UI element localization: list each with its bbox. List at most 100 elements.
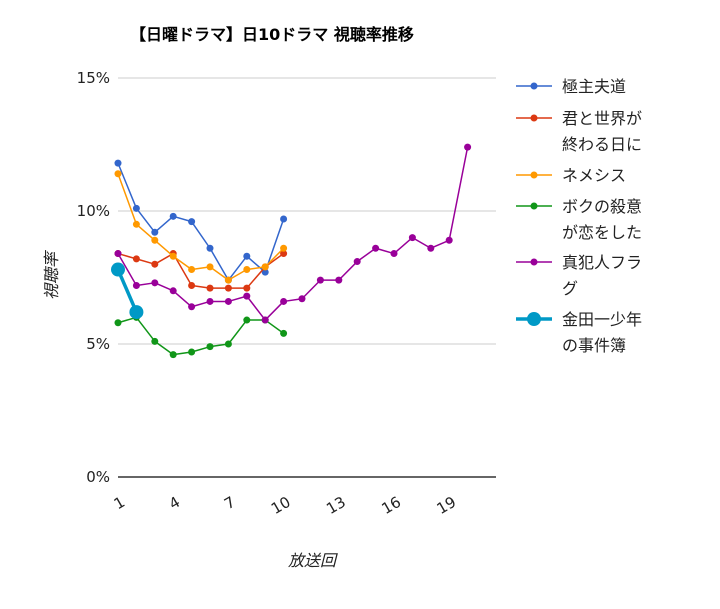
data-point (114, 170, 122, 178)
data-point (316, 276, 324, 284)
series-line (117, 147, 469, 321)
data-point (261, 268, 269, 276)
x-tick-label: 4 (166, 493, 183, 513)
data-point (280, 250, 288, 258)
gridlines (118, 77, 496, 478)
chart-title: 【日曜ドラマ】日10ドラマ 視聴率推移 (130, 25, 414, 44)
data-point (335, 276, 343, 284)
data-point (243, 316, 251, 324)
series-line (117, 162, 285, 281)
data-point (261, 263, 269, 271)
data-point (206, 297, 214, 305)
series-line (117, 316, 285, 356)
data-point (206, 284, 214, 292)
data-point (188, 218, 196, 226)
data-point (224, 340, 232, 348)
legend-swatch-marker (530, 258, 538, 266)
series-3 (114, 170, 288, 284)
y-tick-label: 10% (77, 202, 110, 220)
legend-label: 極主夫道 (562, 77, 626, 96)
data-point (372, 244, 380, 252)
legend-swatch-marker (530, 202, 538, 210)
x-tick-label: 10 (268, 493, 294, 518)
series-4 (114, 313, 288, 359)
x-tick-label: 13 (323, 493, 349, 518)
series-line (116, 268, 139, 313)
series-layer (111, 143, 472, 359)
series-line (117, 173, 285, 281)
data-point (243, 292, 251, 300)
data-point (188, 303, 196, 311)
data-point (353, 258, 361, 266)
data-point (188, 266, 196, 274)
legend-label: 金田一少年 (562, 310, 642, 329)
data-point (280, 297, 288, 305)
data-point (243, 266, 251, 274)
x-tick-label: 7 (221, 493, 238, 513)
legend-label: ボクの殺意 (562, 197, 642, 216)
data-point (111, 262, 125, 277)
data-point (129, 305, 144, 320)
x-tick-label: 1 (111, 493, 128, 513)
x-tick-label: 19 (434, 493, 460, 518)
data-point (243, 252, 251, 260)
data-point (464, 143, 472, 151)
legend-swatch-marker (530, 114, 538, 122)
legend-swatch-marker (530, 171, 538, 179)
legend-label: 終わる日に (562, 135, 642, 154)
legend-swatch-marker (527, 312, 541, 326)
legend-label: が恋をした (562, 223, 642, 242)
data-point (298, 295, 306, 303)
data-point (132, 220, 140, 228)
data-point (280, 244, 288, 252)
data-point (224, 297, 232, 305)
data-point (280, 215, 288, 223)
data-point (151, 260, 159, 268)
data-point (114, 250, 122, 258)
data-point (408, 234, 416, 242)
data-point (132, 204, 140, 212)
data-point (169, 351, 177, 359)
legend-swatch-marker (530, 82, 538, 90)
data-point (445, 236, 453, 244)
legend-label: 君と世界が (562, 109, 642, 128)
legend-label: グ (562, 279, 578, 298)
legend: 極主夫道君と世界が終わる日にネメシスボクの殺意が恋をした真犯人フラグ金田一少年の… (516, 77, 642, 355)
series-line (117, 252, 285, 289)
x-tick-label: 16 (378, 493, 404, 518)
data-point (206, 343, 214, 351)
x-axis-ticks: 1 4 7 10 13 16 19 (111, 493, 459, 518)
data-point (390, 250, 398, 258)
legend-item: 極主夫道 (516, 77, 626, 96)
data-point (169, 252, 177, 260)
data-point (169, 287, 177, 295)
data-point (243, 284, 251, 292)
y-tick-label: 0% (86, 468, 110, 486)
data-point (151, 279, 159, 287)
legend-item: ネメシス (516, 166, 626, 185)
data-point (206, 263, 214, 271)
legend-label: の事件簿 (562, 336, 626, 355)
data-point (224, 284, 232, 292)
data-point (206, 244, 214, 252)
data-point (188, 348, 196, 356)
data-point (261, 316, 269, 324)
legend-label: ネメシス (562, 166, 626, 185)
data-point (114, 319, 122, 327)
y-axis-label: 視聴率 (42, 249, 61, 300)
data-point (224, 276, 232, 284)
y-axis-ticks: 0% 5% 10% 15% (77, 69, 110, 486)
data-point (169, 212, 177, 220)
legend-label: 真犯人フラ (562, 253, 642, 272)
data-point (427, 244, 435, 252)
series-1 (114, 159, 288, 284)
data-point (151, 228, 159, 236)
data-point (151, 337, 159, 345)
series-5 (114, 143, 472, 324)
y-tick-label: 15% (77, 69, 110, 87)
